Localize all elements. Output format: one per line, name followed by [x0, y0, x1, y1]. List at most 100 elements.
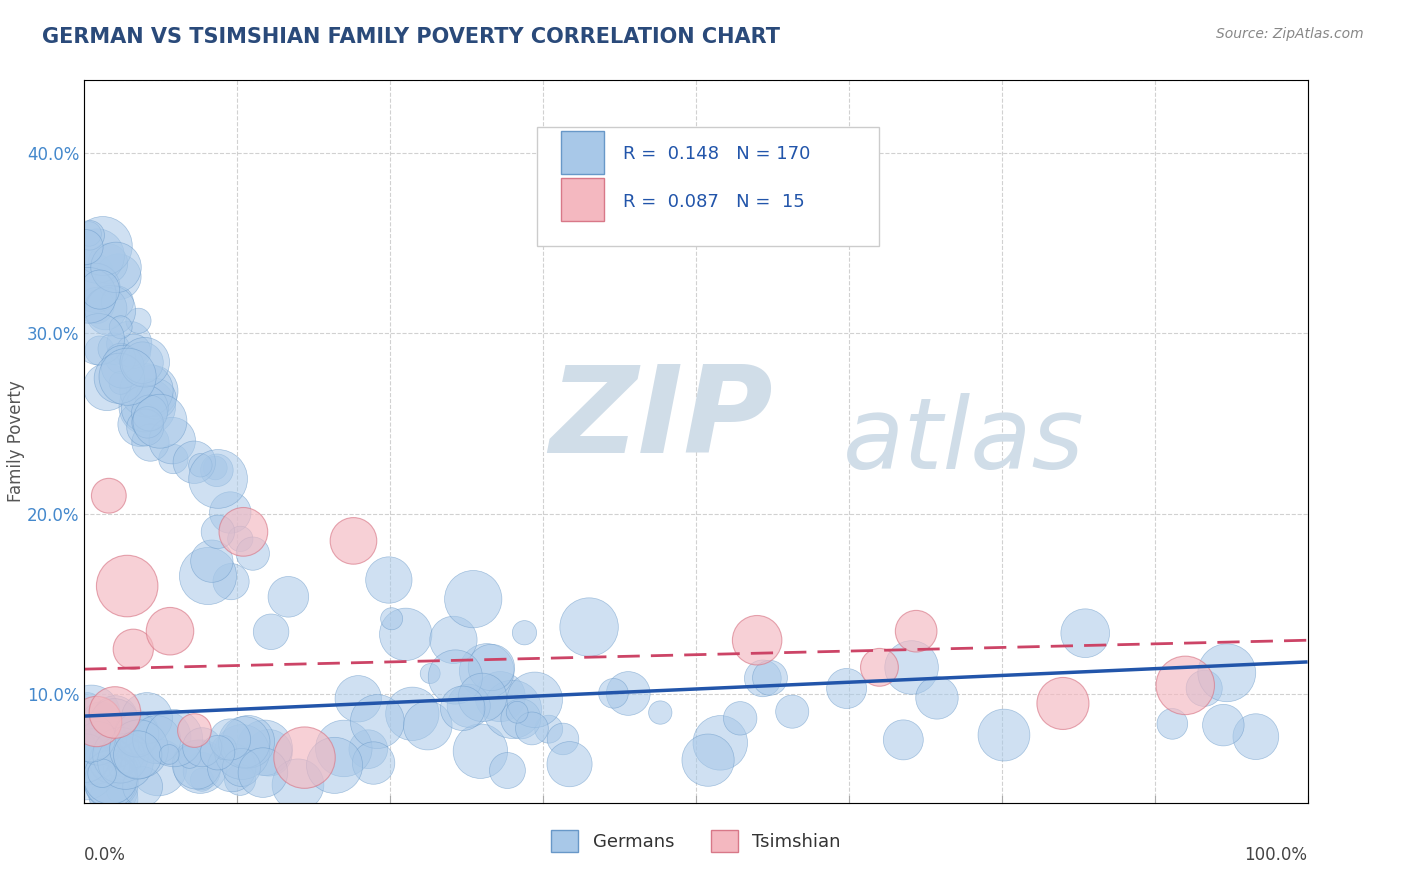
Y-axis label: Family Poverty: Family Poverty	[7, 381, 25, 502]
Point	[84, 299, 107, 313]
Point	[115, 579, 138, 593]
Point	[101, 783, 124, 797]
Point	[127, 747, 149, 762]
Point	[111, 763, 134, 777]
Point	[470, 744, 492, 758]
Point	[463, 592, 485, 607]
Point	[752, 671, 775, 685]
Point	[160, 434, 183, 448]
Point	[558, 757, 581, 772]
Point	[94, 301, 117, 316]
Point	[153, 731, 176, 745]
Point	[100, 303, 122, 318]
Point	[869, 660, 891, 674]
Point	[697, 753, 720, 767]
Point	[138, 406, 160, 420]
Point	[506, 705, 529, 719]
Point	[114, 755, 136, 769]
Point	[86, 249, 108, 263]
Point	[537, 722, 560, 736]
Point	[77, 269, 100, 284]
Point	[513, 625, 536, 640]
Point	[107, 269, 129, 284]
Point	[148, 760, 170, 774]
Point	[91, 239, 114, 253]
Point	[219, 574, 242, 589]
Point	[77, 750, 100, 764]
Point	[127, 314, 149, 328]
Point	[252, 765, 274, 780]
Text: GERMAN VS TSIMSHIAN FAMILY POVERTY CORRELATION CHART: GERMAN VS TSIMSHIAN FAMILY POVERTY CORRE…	[42, 27, 780, 46]
Point	[444, 670, 467, 684]
Point	[1161, 717, 1184, 731]
Point	[231, 760, 253, 774]
Point	[90, 714, 112, 729]
Point	[229, 532, 252, 546]
Point	[378, 573, 401, 587]
Point	[207, 524, 229, 539]
Point	[87, 736, 110, 750]
Point	[97, 256, 120, 270]
Point	[835, 681, 858, 696]
Point	[110, 748, 132, 763]
Point	[294, 750, 316, 764]
Point	[100, 754, 122, 768]
Point	[197, 569, 219, 583]
Point	[77, 227, 100, 241]
Text: R =  0.148   N = 170: R = 0.148 N = 170	[623, 145, 810, 163]
Point	[89, 731, 111, 746]
Point	[233, 735, 256, 749]
Point	[110, 320, 132, 334]
Point	[139, 435, 162, 450]
Point	[219, 732, 242, 747]
Point	[1174, 678, 1197, 692]
Text: R =  0.087   N =  15: R = 0.087 N = 15	[623, 193, 804, 211]
Point	[323, 758, 346, 772]
Point	[381, 612, 404, 626]
Point	[578, 620, 600, 634]
Point	[159, 624, 181, 639]
FancyBboxPatch shape	[561, 178, 605, 221]
Point	[260, 624, 283, 639]
Point	[416, 718, 439, 732]
Point	[108, 371, 131, 385]
Text: 0.0%: 0.0%	[84, 847, 127, 864]
Point	[122, 642, 145, 657]
Text: atlas: atlas	[842, 393, 1084, 490]
Point	[134, 355, 156, 369]
Point	[891, 732, 914, 747]
Point	[91, 766, 114, 780]
Point	[238, 735, 260, 749]
Point	[342, 533, 364, 548]
Point	[179, 749, 201, 764]
FancyBboxPatch shape	[561, 131, 605, 174]
Point	[136, 400, 159, 414]
Point	[89, 343, 111, 358]
Point	[205, 463, 228, 477]
Point	[993, 728, 1015, 742]
Point	[107, 783, 129, 797]
Point	[366, 714, 388, 729]
Point	[105, 260, 128, 275]
Point	[900, 660, 922, 674]
Point	[207, 746, 229, 760]
Point	[204, 461, 226, 475]
FancyBboxPatch shape	[537, 128, 880, 246]
Point	[117, 369, 139, 384]
Point	[80, 731, 103, 745]
Point	[242, 547, 264, 561]
Point	[617, 686, 640, 700]
Point	[207, 472, 229, 486]
Point	[118, 336, 141, 351]
Point	[709, 736, 731, 750]
Point	[75, 751, 97, 765]
Point	[125, 726, 148, 740]
Point	[1052, 697, 1074, 711]
Point	[520, 722, 543, 736]
Point	[111, 359, 134, 374]
Point	[129, 417, 152, 432]
Point	[103, 792, 125, 806]
Point	[76, 700, 98, 714]
Point	[162, 452, 184, 467]
Point	[479, 660, 502, 674]
